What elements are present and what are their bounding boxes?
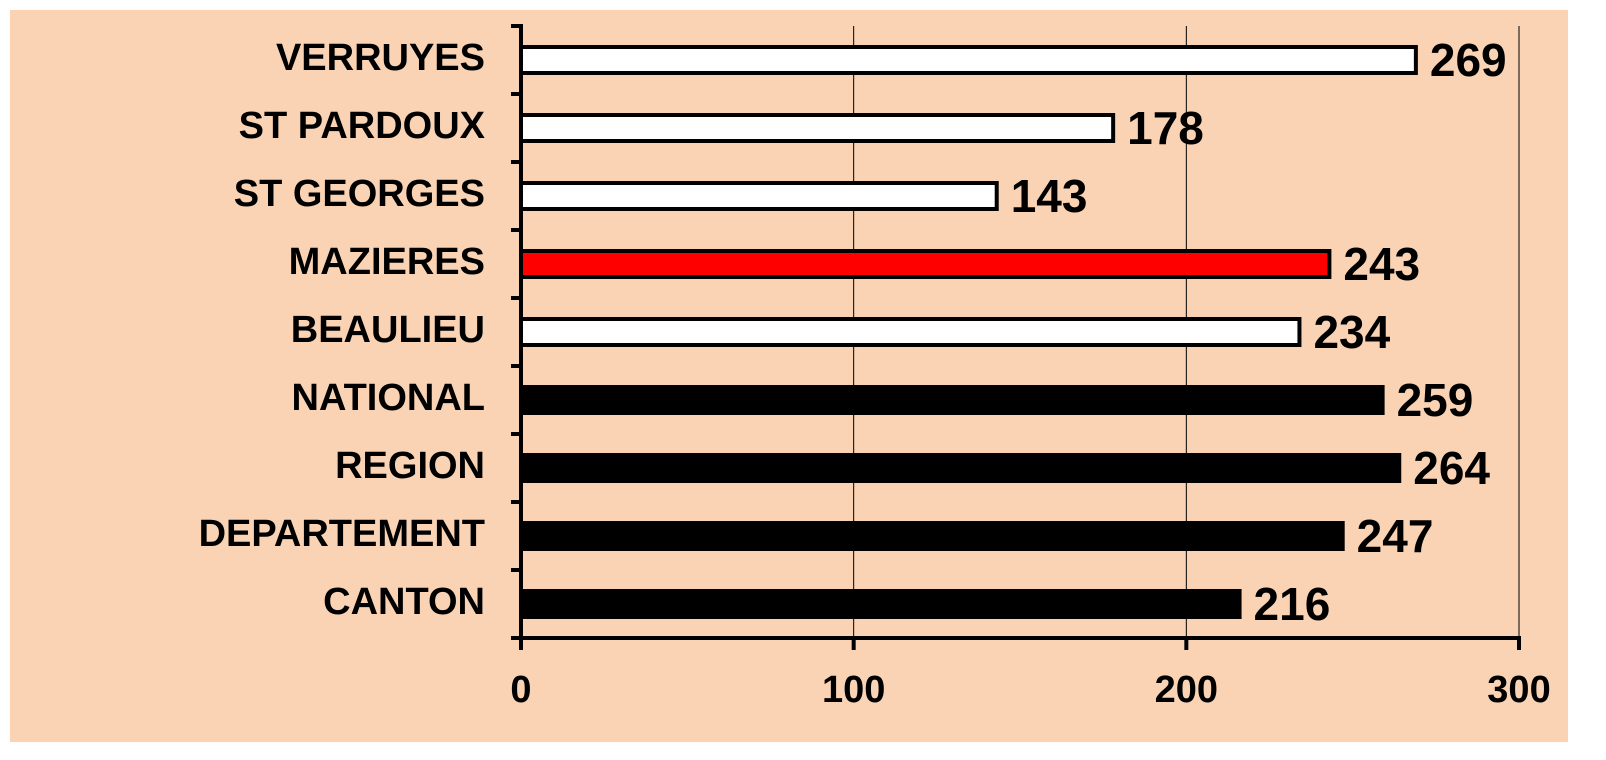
value-label: 247 xyxy=(1357,510,1434,562)
y-tick-label: BEAULIEU xyxy=(291,309,485,351)
x-tick-label: 100 xyxy=(822,669,885,711)
bar xyxy=(519,45,1418,75)
y-tick-label: DEPARTEMENT xyxy=(199,513,485,555)
bar xyxy=(519,249,1332,279)
y-tick-label: CANTON xyxy=(323,581,485,623)
value-label: 234 xyxy=(1313,306,1390,358)
value-label: 243 xyxy=(1343,238,1420,290)
bar xyxy=(519,113,1116,143)
x-tick-label: 200 xyxy=(1155,669,1218,711)
y-tick-label: NATIONAL xyxy=(292,377,486,419)
y-tick-label: MAZIERES xyxy=(289,241,485,283)
x-tick-label: 0 xyxy=(510,669,531,711)
y-tick-label: ST PARDOUX xyxy=(239,105,486,147)
bar xyxy=(519,521,1345,551)
value-label: 178 xyxy=(1127,102,1204,154)
bar xyxy=(519,385,1385,415)
x-tick-label: 300 xyxy=(1487,669,1550,711)
bar xyxy=(519,453,1402,483)
value-label: 216 xyxy=(1254,578,1331,630)
bar xyxy=(519,181,999,211)
value-label: 259 xyxy=(1397,374,1474,426)
y-tick-label: VERRUYES xyxy=(276,37,485,79)
y-tick-label: ST GEORGES xyxy=(234,173,485,215)
value-label: 264 xyxy=(1413,442,1490,494)
y-tick-label: REGION xyxy=(335,445,485,487)
bar xyxy=(519,317,1302,347)
value-label: 143 xyxy=(1011,170,1088,222)
value-label: 269 xyxy=(1430,34,1507,86)
bar xyxy=(519,589,1242,619)
